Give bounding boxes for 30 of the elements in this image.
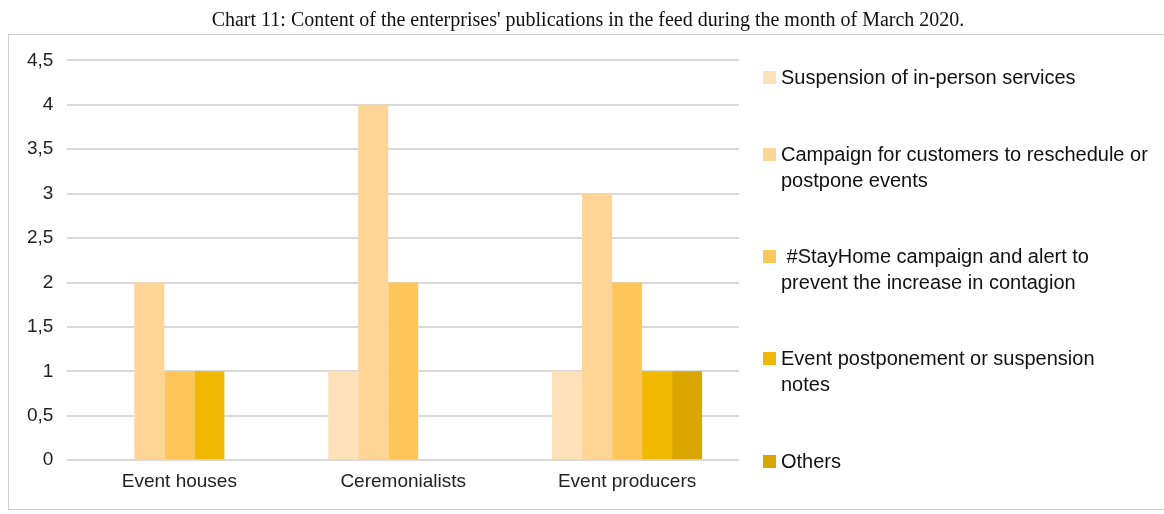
y-tick-label: 4 (42, 93, 54, 115)
bar (358, 104, 389, 460)
y-tick-label: 4,5 (26, 48, 54, 70)
y-tick-label: 1 (42, 359, 54, 381)
legend-label: Others (781, 448, 842, 474)
bar (194, 371, 225, 460)
bar (672, 371, 703, 460)
legend-label: Suspension of in-person services (781, 65, 1076, 91)
bar (164, 371, 195, 460)
bar (612, 282, 643, 460)
y-tick-label: 3 (42, 181, 54, 203)
bar (582, 193, 613, 460)
y-tick-label: 2,5 (26, 226, 54, 248)
bar (328, 371, 359, 460)
y-tick-label: 0 (42, 448, 54, 470)
legend-label: Campaign for customers to reschedule or postpone events (781, 141, 1149, 193)
bar (134, 282, 165, 460)
y-tick-label: 0,5 (26, 404, 54, 426)
legend-label: Event postponement or suspension notes (781, 346, 1096, 398)
legend-label: #StayHome campaign and alert to prevent the increase in contagion (781, 243, 1090, 295)
y-tick-label: 1,5 (26, 315, 54, 337)
y-tick-label: 3,5 (26, 137, 54, 159)
bar (388, 282, 419, 460)
x-tick-label: Ceremonialists (340, 469, 467, 491)
chart-title: Chart 11: Content of the enterprises' publications in the feed during the month of March 2020. (210, 8, 966, 33)
x-tick-label: Event producers (557, 469, 697, 491)
bar (552, 371, 583, 460)
x-tick-label: Event houses (121, 469, 237, 491)
y-tick-label: 2 (42, 270, 54, 292)
bar (642, 371, 673, 460)
